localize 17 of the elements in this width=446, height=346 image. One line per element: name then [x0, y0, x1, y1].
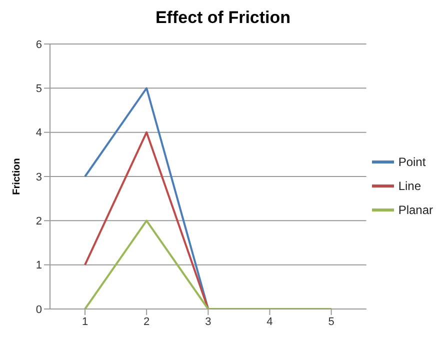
y-tick-label: 3 [36, 171, 42, 184]
x-tick-label: 5 [328, 316, 334, 328]
x-tick-label: 1 [82, 316, 88, 328]
y-tick-label: 0 [36, 304, 42, 316]
y-tick-label: 1 [36, 260, 42, 272]
y-tick-label: 2 [36, 216, 42, 228]
x-tick-label: 3 [205, 316, 212, 328]
legend-label: Point [398, 155, 426, 169]
y-tick-label: 5 [36, 83, 42, 96]
y-tick-label: 4 [36, 127, 42, 140]
legend-label: Line [398, 179, 421, 193]
y-tick-label: 6 [36, 38, 42, 51]
legend-label: Planar [398, 203, 433, 217]
x-tick-label: 2 [144, 316, 150, 328]
x-tick-label: 4 [266, 316, 273, 328]
y-axis-title: Friction [12, 158, 23, 195]
chart-title: Effect of Friction [154, 8, 292, 29]
